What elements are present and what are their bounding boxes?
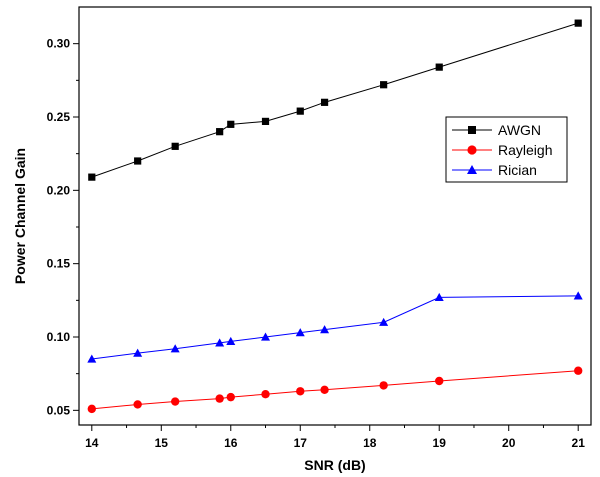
legend-marker-rayleigh (467, 145, 477, 155)
y-tick-label: 0.20 (47, 183, 71, 197)
x-tick-label: 15 (155, 436, 169, 450)
data-point-rayleigh (574, 366, 583, 375)
legend-marker-rician (467, 165, 477, 174)
legend-entry-rician: Rician (452, 162, 537, 178)
data-point-rician (261, 332, 271, 341)
data-point-rician (320, 325, 330, 334)
x-tick-label: 14 (85, 436, 99, 450)
legend-marker-awgn (468, 126, 476, 134)
data-point-awgn (227, 120, 235, 128)
x-tick-label: 17 (294, 436, 308, 450)
data-point-awgn (134, 157, 142, 165)
data-point-awgn (574, 19, 582, 27)
legend: AWGN Rayleigh Rician (445, 116, 568, 183)
data-point-rician (133, 348, 143, 357)
series-layer (87, 19, 583, 414)
series-rayleigh (87, 366, 583, 414)
data-point-awgn (380, 81, 388, 89)
data-point-rician (434, 292, 444, 301)
data-point-awgn (296, 107, 304, 115)
data-point-rician (379, 317, 389, 326)
series-line-rician (91, 295, 579, 360)
data-point-awgn (88, 173, 96, 181)
data-point-rayleigh (320, 385, 329, 394)
series-rician (87, 291, 583, 363)
legend-label-awgn: AWGN (498, 122, 541, 138)
data-point-rician (87, 354, 97, 363)
x-tick-label: 18 (363, 436, 377, 450)
series-awgn (88, 19, 582, 181)
axis-ticks: 14 15 16 17 18 19 20 21 0.05 0.10 0.15 0.20 0.25 0.30 (47, 37, 586, 450)
data-point-rayleigh (133, 400, 142, 409)
y-axis-title: Power Channel Gain (12, 148, 28, 284)
y-tick-label: 0.05 (47, 403, 71, 417)
x-axis-title: SNR (dB) (304, 457, 365, 473)
data-point-rayleigh (435, 376, 444, 386)
data-point-rayleigh (296, 387, 305, 396)
plot-area (78, 6, 592, 426)
data-point-rayleigh (170, 397, 180, 406)
data-point-rician (295, 328, 305, 337)
data-point-rayleigh (87, 404, 97, 414)
y-tick-label: 0.25 (47, 110, 71, 124)
data-point-rician (226, 336, 236, 345)
x-tick-label: 19 (433, 436, 447, 450)
legend-label-rayleigh: Rayleigh (498, 142, 552, 158)
data-point-rayleigh (379, 381, 388, 390)
data-point-awgn (320, 98, 329, 106)
data-point-rayleigh (215, 394, 224, 403)
y-tick-label: 0.15 (47, 257, 71, 271)
data-point-awgn (261, 117, 270, 125)
x-tick-label: 21 (572, 436, 586, 450)
data-point-rician (170, 344, 180, 353)
data-point-rician (573, 291, 583, 300)
data-point-awgn (216, 128, 224, 136)
data-point-awgn (435, 63, 443, 71)
x-tick-label: 16 (224, 436, 238, 450)
data-point-rician (215, 338, 225, 347)
y-tick-label: 0.30 (47, 37, 71, 51)
data-point-rayleigh (261, 390, 270, 399)
legend-entry-rayleigh: Rayleigh (452, 142, 552, 158)
y-tick-label: 0.10 (47, 330, 71, 344)
plot-frame (78, 6, 592, 426)
data-point-rayleigh (226, 392, 235, 402)
legend-entry-awgn: AWGN (452, 122, 541, 138)
legend-label-rician: Rician (498, 162, 537, 178)
data-point-awgn (171, 142, 179, 150)
series-line-rayleigh (91, 370, 579, 410)
x-tick-label: 20 (502, 436, 516, 450)
